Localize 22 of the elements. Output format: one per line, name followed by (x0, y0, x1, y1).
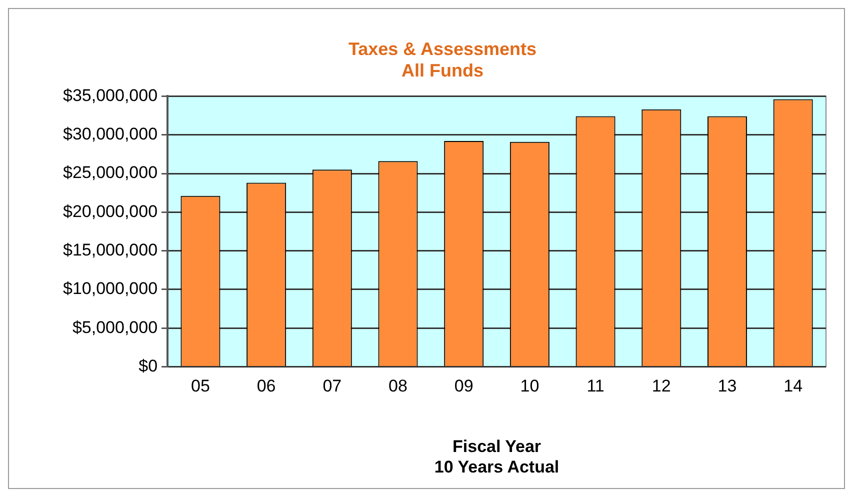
x-tick-label: 10 (520, 376, 540, 396)
text: 10 Years Actual (434, 457, 560, 476)
x-tick-label: 08 (388, 376, 408, 396)
y-tick-label: $5,000,000 (72, 318, 158, 337)
x-tick-label: 09 (454, 376, 474, 396)
y-tick-label: $20,000,000 (62, 202, 158, 221)
y-tick-label: $35,000,000 (62, 86, 158, 105)
x-tick-label: 11 (586, 376, 604, 396)
y-tick-label: $0 (138, 356, 158, 376)
x-tick-label: 06 (256, 376, 276, 396)
x-tick-label: 07 (322, 376, 342, 396)
text: All Funds (402, 60, 484, 80)
y-tick-label: $15,000,000 (62, 240, 158, 260)
y-tick-label: $25,000,000 (62, 163, 158, 182)
x-tick-label: 05 (191, 376, 210, 396)
text: Taxes & Assessments (348, 38, 537, 59)
y-tick-label: $10,000,000 (62, 279, 158, 298)
x-tick-label: 14 (784, 376, 803, 396)
y-tick-label: $30,000,000 (62, 124, 158, 144)
x-tick-label: 12 (652, 376, 671, 396)
x-tick-label: 13 (718, 376, 737, 396)
text: Fiscal Year (452, 437, 542, 456)
